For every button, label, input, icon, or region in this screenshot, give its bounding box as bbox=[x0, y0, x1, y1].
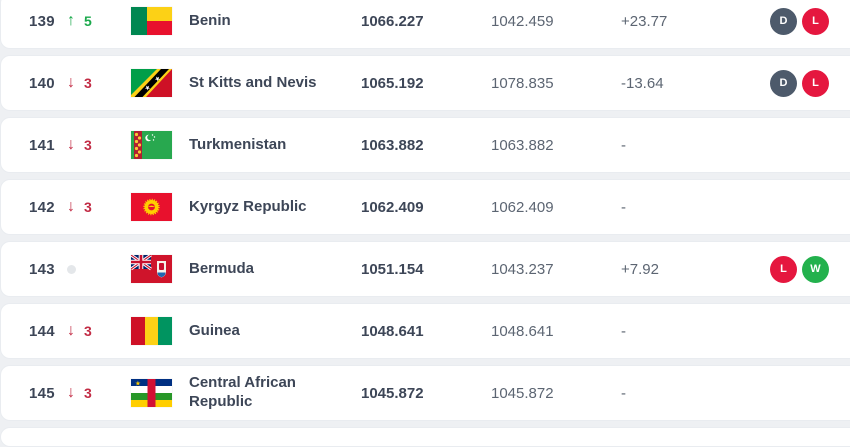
rank-movement: ↓ 3 bbox=[67, 74, 119, 92]
rank-number: 142 bbox=[29, 198, 55, 216]
bermuda-flag-icon bbox=[131, 255, 172, 283]
result-badge-loss: L bbox=[770, 255, 797, 283]
movement-value: 3 bbox=[84, 199, 92, 215]
guinea-flag-icon bbox=[131, 317, 172, 345]
svg-text:★: ★ bbox=[135, 380, 141, 388]
country-name[interactable]: St Kitts and Nevis bbox=[189, 73, 317, 91]
movement-value: 3 bbox=[84, 323, 92, 339]
rank-number: 139 bbox=[29, 12, 55, 30]
country-name[interactable]: Kyrgyz Republic bbox=[189, 197, 307, 215]
points-change: -13.64 bbox=[621, 74, 664, 92]
previous-points: 1043.237 bbox=[491, 260, 554, 278]
movement-value: 3 bbox=[84, 385, 92, 401]
rank-up-icon: ↑ bbox=[67, 12, 75, 29]
previous-points: 1045.872 bbox=[491, 384, 554, 402]
partial-next-row bbox=[0, 427, 850, 447]
rank-down-icon: ↓ bbox=[67, 74, 75, 91]
country-name[interactable]: Turkmenistan bbox=[189, 135, 287, 153]
movement-value: 5 bbox=[84, 13, 92, 29]
movement-value: 3 bbox=[84, 75, 92, 91]
rank-number: 141 bbox=[29, 136, 55, 154]
points-change: - bbox=[621, 136, 626, 154]
table-row[interactable]: 144 ↓ 3 Guinea 1048.641 1048.641 - bbox=[0, 303, 850, 359]
points-change: - bbox=[621, 322, 626, 340]
table-row[interactable]: 141 ↓ 3 Turkmenistan 1063.882 1063.882 - bbox=[0, 117, 850, 173]
total-points: 1065.192 bbox=[361, 74, 424, 92]
previous-points: 1062.409 bbox=[491, 198, 554, 216]
total-points: 1062.409 bbox=[361, 198, 424, 216]
country-name[interactable]: Bermuda bbox=[189, 259, 255, 277]
result-badge-loss: L bbox=[802, 7, 829, 35]
rank-down-icon: ↓ bbox=[67, 198, 75, 215]
country-name[interactable]: Benin bbox=[189, 11, 231, 29]
table-row[interactable]: 142 ↓ 3 Kyrgyz Republic 1062.409 1062.40… bbox=[0, 179, 850, 235]
st-kitts-and-nevis-flag-icon: ★ ★ bbox=[131, 69, 172, 97]
table-row[interactable]: 140 ↓ 3 ★ ★ St Kitts and Nevis 1065.192 1… bbox=[0, 55, 850, 111]
svg-text:★: ★ bbox=[143, 83, 152, 93]
result-badge-draw: D bbox=[770, 7, 797, 35]
result-badge-loss: L bbox=[802, 69, 829, 97]
table-row[interactable]: 139 ↑ 5 Benin 1066.227 1042.459 +23.77 D… bbox=[0, 0, 850, 49]
rank-number: 143 bbox=[29, 260, 55, 278]
rank-down-icon: ↓ bbox=[67, 136, 75, 153]
total-points: 1048.641 bbox=[361, 322, 424, 340]
total-points: 1045.872 bbox=[361, 384, 424, 402]
table-row[interactable]: 145 ↓ 3 ★ Central African Republic 1045.… bbox=[0, 365, 850, 421]
previous-points: 1078.835 bbox=[491, 74, 554, 92]
result-badge-win: W bbox=[802, 255, 829, 283]
points-change: - bbox=[621, 198, 626, 216]
rank-number: 145 bbox=[29, 384, 55, 402]
previous-points: 1063.882 bbox=[491, 136, 554, 154]
central-african-republic-flag-icon: ★ bbox=[131, 379, 172, 407]
rank-movement: ↓ 3 bbox=[67, 384, 119, 402]
previous-points: 1048.641 bbox=[491, 322, 554, 340]
rank-movement: ↓ 3 bbox=[67, 198, 119, 216]
country-name[interactable]: Central African Republic bbox=[189, 374, 296, 410]
points-change: +23.77 bbox=[621, 12, 668, 30]
movement-value: 3 bbox=[84, 137, 92, 153]
benin-flag-icon bbox=[131, 7, 172, 35]
country-name[interactable]: Guinea bbox=[189, 321, 240, 339]
rank-movement: ↑ 5 bbox=[67, 12, 119, 30]
rank-number: 140 bbox=[29, 74, 55, 92]
points-change: - bbox=[621, 384, 626, 402]
total-points: 1066.227 bbox=[361, 12, 424, 30]
rank-down-icon: ↓ bbox=[67, 322, 75, 339]
rank-movement: ↓ 3 bbox=[67, 322, 119, 340]
svg-text:★: ★ bbox=[153, 74, 162, 84]
rank-number: 144 bbox=[29, 322, 55, 340]
points-change: +7.92 bbox=[621, 260, 659, 278]
total-points: 1051.154 bbox=[361, 260, 424, 278]
rank-unchanged-dot-icon bbox=[67, 264, 76, 274]
result-badge-draw: D bbox=[770, 69, 797, 97]
previous-points: 1042.459 bbox=[491, 12, 554, 30]
kyrgyz-republic-flag-icon bbox=[131, 193, 172, 221]
turkmenistan-flag-icon bbox=[131, 131, 172, 159]
total-points: 1063.882 bbox=[361, 136, 424, 154]
rank-down-icon: ↓ bbox=[67, 384, 75, 401]
rank-movement: ↓ 3 bbox=[67, 136, 119, 154]
rank-movement bbox=[67, 264, 119, 274]
